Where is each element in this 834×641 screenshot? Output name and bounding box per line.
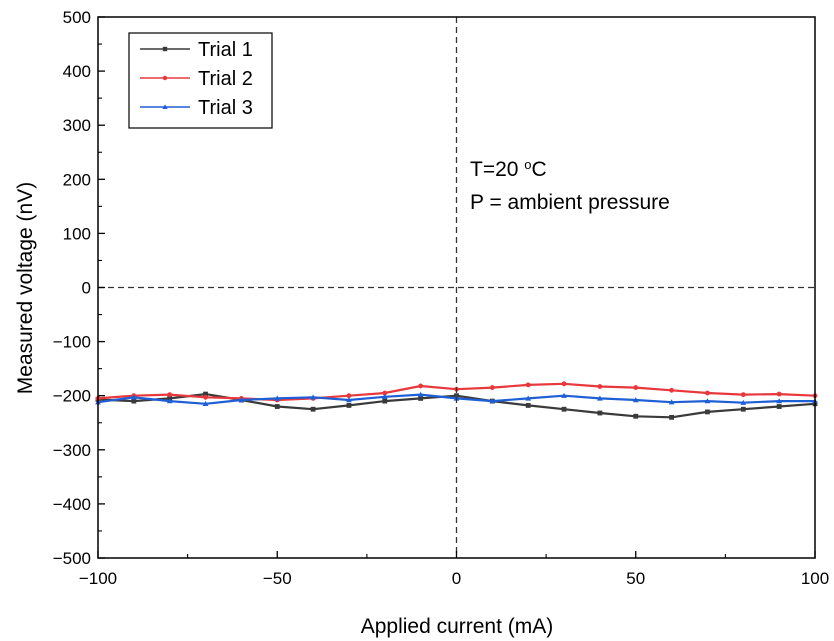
- y-tick-label: −400: [53, 495, 91, 514]
- legend-swatch-marker: [162, 46, 168, 52]
- series-2-point: [633, 385, 639, 390]
- series-3-point: [346, 397, 352, 403]
- legend-label: Trial 2: [198, 68, 253, 90]
- legend: Trial 1 Trial 2 Trial 3: [128, 32, 273, 129]
- series-2-point: [740, 392, 746, 398]
- series-1-point: [740, 406, 746, 412]
- series-1-point: [203, 391, 208, 397]
- series-3-point: [704, 398, 711, 404]
- annotation-pressure: P = ambient pressure: [470, 191, 670, 214]
- series-2-point: [489, 385, 495, 390]
- y-tick-label: −200: [53, 387, 91, 406]
- series-3-point: [776, 398, 783, 404]
- series-3-point: [668, 399, 675, 405]
- series-1-point: [310, 406, 316, 412]
- series-1-point: [382, 398, 388, 404]
- series-2-point: [597, 384, 603, 389]
- series-3-point: [489, 398, 496, 404]
- series-1-point: [669, 414, 674, 420]
- annotation-degree-sup: o: [524, 157, 531, 172]
- series-1-point: [418, 396, 424, 401]
- series-3-point: [202, 400, 209, 406]
- series-3-point: [597, 395, 603, 401]
- y-tick-label: −300: [53, 441, 91, 460]
- y-tick-label: 200: [63, 170, 91, 189]
- series-2-point: [418, 383, 424, 389]
- x-tick-label: 0: [452, 569, 461, 588]
- x-tick-label: 50: [626, 569, 645, 588]
- series-3-point: [561, 392, 567, 398]
- series-1-point: [346, 403, 352, 408]
- legend-label: Trial 3: [198, 97, 253, 119]
- series-1-point: [597, 410, 603, 416]
- annotation-temperature-prefix: T=20: [470, 158, 524, 181]
- y-axis-title: Measured voltage (nV): [14, 182, 37, 394]
- legend-swatch-marker: [162, 104, 168, 109]
- y-tick-label: 500: [63, 8, 91, 27]
- series-2-point: [776, 391, 782, 397]
- series-3-point: [166, 398, 173, 404]
- series-2-point: [203, 394, 208, 400]
- series-1-point: [705, 409, 710, 415]
- series-1-point: [776, 404, 782, 409]
- series-3-point: [238, 397, 245, 403]
- series-3-point: [740, 399, 747, 405]
- y-tick-label: −500: [53, 549, 91, 568]
- series-2-point: [561, 381, 567, 387]
- axis-layer: −100 −50 0 50 100−500−400−300−200−1000100200…: [53, 8, 829, 588]
- series-2-point: [346, 393, 352, 399]
- legend-swatch-marker: [162, 75, 168, 81]
- series-2-point: [525, 382, 531, 388]
- x-tick-label: −50: [263, 569, 292, 588]
- y-tick-label: −100: [53, 333, 91, 352]
- series-3-point: [274, 395, 281, 401]
- series-1-point: [525, 403, 531, 408]
- y-tick-label: 400: [63, 62, 91, 81]
- y-tick-label: 0: [82, 279, 91, 298]
- series-3-point: [130, 394, 137, 400]
- series-2-point: [382, 390, 388, 396]
- series-3-point: [310, 394, 316, 400]
- series-3-point: [632, 397, 639, 403]
- series-3-point: [417, 391, 424, 397]
- series-1-point: [131, 398, 137, 404]
- y-tick-label: 300: [63, 116, 91, 135]
- legend-label: Trial 1: [198, 39, 253, 61]
- series-3-point: [525, 395, 532, 401]
- series-1-point: [561, 406, 567, 412]
- x-axis-title: Applied current (mA): [361, 615, 554, 638]
- series-2-point: [167, 392, 173, 398]
- annotation-temperature: T=20 oC: [470, 157, 547, 182]
- series-1-point: [274, 404, 280, 409]
- series-1-point: [633, 413, 639, 419]
- annotation-temperature-suffix: C: [532, 158, 547, 181]
- series-2-point: [705, 390, 710, 396]
- series-3-point: [381, 393, 388, 399]
- x-tick-label: −100: [79, 569, 117, 588]
- x-tick-label: 100: [801, 569, 829, 588]
- series-2-point: [669, 387, 674, 393]
- y-tick-label: 100: [63, 224, 91, 243]
